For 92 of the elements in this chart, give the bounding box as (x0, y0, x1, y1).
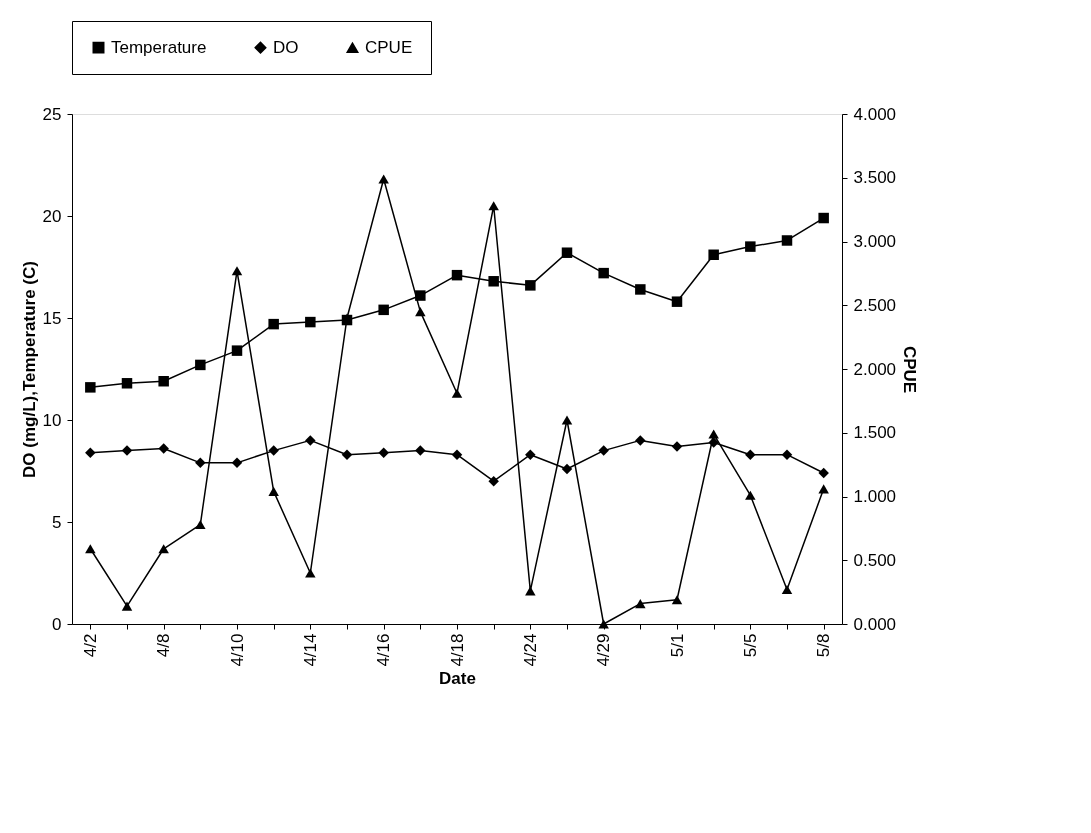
point (305, 316, 316, 328)
point (745, 241, 756, 252)
point (158, 443, 169, 454)
y-tick-label: 5 (52, 512, 62, 532)
legend-label: DO (273, 37, 299, 57)
point (415, 290, 426, 301)
y2-tick-label: 0.500 (853, 550, 897, 570)
y2-tick-label: 0.000 (853, 614, 897, 634)
point (488, 276, 499, 287)
x-tick-label: 4/24 (520, 633, 540, 667)
point (635, 435, 646, 446)
point (195, 520, 206, 530)
point (305, 435, 316, 446)
point (635, 599, 646, 609)
x-axis-title: Date (439, 668, 476, 688)
point (635, 284, 646, 295)
point (158, 376, 169, 387)
point (671, 441, 683, 452)
point (451, 449, 463, 460)
y-tick-label: 10 (42, 410, 62, 430)
point (268, 486, 279, 496)
x-tick-label: 4/8 (154, 633, 174, 658)
point (268, 445, 279, 456)
point (818, 212, 829, 224)
y-tick-label: 25 (42, 104, 62, 124)
point (378, 304, 389, 316)
y2-tick-label: 1.500 (853, 423, 897, 443)
point (745, 449, 756, 460)
point (378, 447, 389, 458)
point (598, 445, 609, 456)
point (121, 601, 133, 611)
y2-tick-label: 2.500 (853, 295, 897, 315)
point (231, 345, 243, 356)
x-tick-label: 4/2 (80, 633, 100, 658)
point (525, 449, 536, 460)
point (598, 619, 609, 629)
y-tick-label: 20 (42, 206, 62, 226)
x-tick-label: 4/16 (374, 633, 394, 667)
point (158, 544, 169, 554)
x-tick-label: 4/29 (594, 633, 614, 667)
y2-tick-label: 1.000 (853, 487, 897, 506)
point (415, 445, 426, 456)
legend-label: CPUE (365, 37, 413, 57)
x-tick-label: 5/1 (667, 633, 687, 658)
x-tick-label: 4/14 (300, 633, 320, 667)
point (451, 388, 463, 398)
point (268, 318, 279, 330)
point (561, 415, 573, 425)
point (561, 247, 573, 258)
point (231, 457, 243, 469)
point (598, 267, 609, 279)
point (85, 447, 96, 458)
point (488, 201, 499, 211)
point (781, 449, 793, 460)
y-axis-title: DO (mg/L),Temperature (C) (19, 261, 39, 478)
point (121, 445, 133, 456)
point (85, 544, 96, 554)
y-tick-label: 0 (52, 614, 62, 634)
point (561, 463, 573, 475)
point (818, 467, 829, 479)
point (195, 359, 206, 371)
x-tick-label: 4/10 (227, 633, 247, 667)
point (671, 595, 683, 605)
y2-tick-label: 2.000 (853, 359, 897, 379)
point (708, 429, 719, 439)
point (781, 235, 793, 246)
point (341, 449, 353, 460)
point (451, 269, 463, 281)
point (488, 475, 499, 487)
y2-tick-label: 4.000 (853, 104, 897, 124)
y2-tick-label: 3.500 (853, 168, 897, 188)
point (195, 457, 206, 469)
point (121, 378, 133, 389)
point (231, 266, 243, 276)
point (708, 249, 719, 260)
point (781, 585, 793, 595)
point (85, 382, 96, 393)
y2-axis-title: CPUE (900, 345, 920, 394)
legend-label: Temperature (111, 37, 207, 57)
point (745, 490, 756, 500)
x-tick-label: 4/18 (447, 633, 467, 667)
point (305, 568, 316, 578)
point (525, 586, 536, 596)
x-tick-label: 5/8 (814, 633, 834, 658)
y-tick-label: 15 (42, 308, 62, 328)
point (671, 296, 683, 307)
point (708, 437, 719, 448)
point (378, 174, 389, 184)
point (525, 280, 536, 291)
point (415, 307, 426, 317)
y2-tick-label: 3.000 (853, 232, 897, 251)
x-tick-label: 5/5 (740, 633, 760, 658)
